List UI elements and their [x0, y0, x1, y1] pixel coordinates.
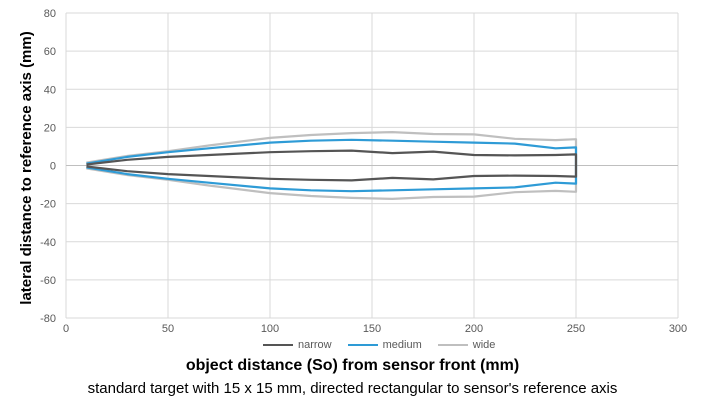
- y-tick-label: 60: [44, 46, 56, 58]
- y-tick-label: 20: [44, 122, 56, 134]
- x-tick-label: 0: [63, 323, 69, 335]
- y-tick-label: 40: [44, 84, 56, 96]
- y-tick-label: 80: [44, 8, 56, 20]
- y-tick-label: -40: [40, 237, 56, 249]
- legend-swatch-narrow: [263, 344, 293, 346]
- y-tick-label: -20: [40, 199, 56, 211]
- legend-label-medium: medium: [382, 339, 422, 351]
- y-tick-label: 0: [50, 161, 56, 173]
- y-axis-label: lateral distance to reference axis (mm): [18, 31, 35, 304]
- y-tick-label: -80: [40, 313, 56, 325]
- x-tick-label: 100: [261, 323, 279, 335]
- x-tick-label: 50: [162, 323, 174, 335]
- x-axis-label: object distance (So) from sensor front (…: [185, 357, 520, 374]
- legend: narrow medium wide: [263, 339, 495, 351]
- x-tick-label: 150: [363, 323, 381, 335]
- series-line-narrow: [86, 149, 578, 182]
- x-tick-label: 200: [465, 323, 483, 335]
- legend-swatch-wide: [437, 344, 468, 346]
- gridlines: [65, 12, 679, 319]
- chart-caption: standard target with 15 x 15 mm, directe…: [87, 380, 618, 397]
- x-tick-label: 300: [669, 323, 687, 335]
- legend-swatch-medium: [347, 344, 378, 346]
- legend-item-narrow: narrow: [263, 339, 332, 351]
- x-tick-label: 250: [567, 323, 585, 335]
- legend-label-narrow: narrow: [298, 339, 332, 351]
- series-lines: [86, 131, 578, 200]
- legend-label-wide: wide: [472, 339, 496, 351]
- legend-item-wide: wide: [437, 339, 496, 351]
- x-axis-ticks: 0 50 100 150 200 250 300: [63, 323, 687, 335]
- legend-item-medium: medium: [347, 339, 422, 351]
- y-axis-ticks: 80 60 40 20 0 -20 -40 -60 -80: [40, 8, 56, 325]
- y-tick-label: -60: [40, 275, 56, 287]
